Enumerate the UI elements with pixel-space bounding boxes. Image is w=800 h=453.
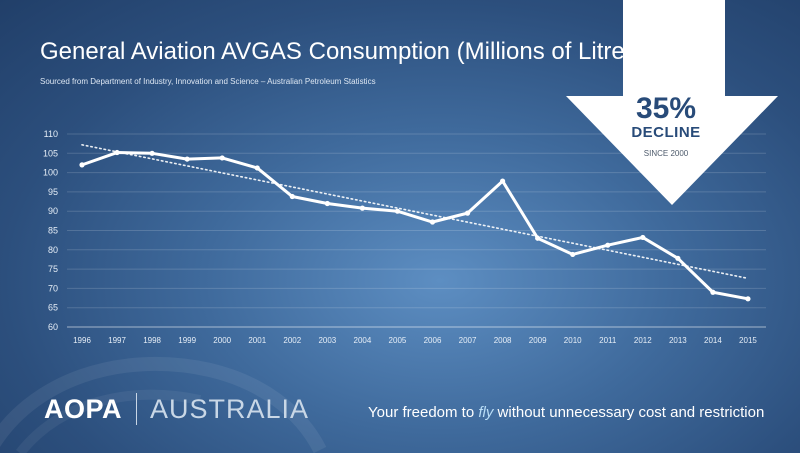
x-tick-label: 2015 bbox=[739, 336, 757, 345]
data-point-2012 bbox=[640, 234, 646, 241]
aopa-watermark-emblem bbox=[0, 357, 327, 453]
x-tick-label: 2007 bbox=[459, 336, 477, 345]
x-tick-label: 2012 bbox=[634, 336, 652, 345]
down-arrow-icon bbox=[566, 0, 778, 205]
y-tick-label: 95 bbox=[48, 187, 58, 197]
y-tick-label: 110 bbox=[44, 129, 58, 139]
data-point-2002 bbox=[289, 193, 295, 200]
data-point-2003 bbox=[324, 200, 330, 207]
data-point-1998 bbox=[149, 150, 155, 156]
y-tick-label: 85 bbox=[48, 226, 58, 236]
data-point-2010 bbox=[570, 251, 576, 258]
data-point-2008 bbox=[500, 178, 506, 184]
x-tick-label: 1998 bbox=[143, 336, 161, 345]
x-tick-label: 2006 bbox=[424, 336, 442, 345]
data-point-2014 bbox=[710, 289, 716, 295]
y-tick-label: 60 bbox=[48, 322, 58, 332]
data-point-2000 bbox=[219, 155, 225, 161]
x-tick-label: 2002 bbox=[283, 336, 301, 345]
x-tick-label: 2008 bbox=[494, 336, 512, 345]
x-tick-label: 1996 bbox=[73, 336, 91, 345]
x-tick-label: 2003 bbox=[318, 336, 336, 345]
decline-callout: 35% DECLINE SINCE 2000 bbox=[566, 0, 778, 205]
y-tick-label: 100 bbox=[43, 168, 58, 178]
logo-australia-text: AUSTRALIA bbox=[150, 393, 310, 424]
x-tick-label: 2010 bbox=[564, 336, 582, 345]
chart-subtitle: Sourced from Department of Industry, Inn… bbox=[40, 77, 376, 86]
data-point-2004 bbox=[359, 205, 365, 211]
data-point-1997 bbox=[114, 149, 120, 156]
data-point-2011 bbox=[605, 242, 611, 248]
data-point-2007 bbox=[464, 210, 471, 216]
chart-title: General Aviation AVGAS Consumption (Mill… bbox=[40, 38, 645, 65]
logo-aopa-text: AOPA bbox=[44, 393, 123, 424]
decline-label: DECLINE bbox=[631, 124, 701, 141]
tagline: Your freedom to fly without unnecessary … bbox=[368, 404, 764, 421]
data-point-2006 bbox=[429, 219, 436, 225]
y-tick-label: 105 bbox=[43, 148, 58, 158]
x-tick-label: 2011 bbox=[599, 336, 617, 345]
data-point-2005 bbox=[394, 208, 401, 214]
x-tick-label: 1999 bbox=[178, 336, 196, 345]
decline-percent: 35% bbox=[635, 92, 697, 125]
y-tick-label: 70 bbox=[48, 283, 58, 293]
tagline-end: without unnecessary cost and restriction bbox=[493, 404, 765, 421]
x-tick-label: 1997 bbox=[108, 336, 126, 345]
x-tick-label: 2009 bbox=[529, 336, 547, 345]
y-tick-label: 80 bbox=[48, 245, 58, 255]
data-point-2013 bbox=[675, 255, 681, 261]
decline-since: SINCE 2000 bbox=[643, 149, 689, 158]
x-tick-label: 2004 bbox=[354, 336, 372, 345]
data-point-2009 bbox=[535, 235, 541, 241]
y-tick-label: 75 bbox=[48, 264, 58, 274]
data-point-1996 bbox=[79, 162, 85, 168]
x-tick-label: 2013 bbox=[669, 336, 687, 345]
series-line bbox=[80, 151, 750, 301]
x-tick-label: 2001 bbox=[248, 336, 266, 345]
tagline-emphasis: fly bbox=[478, 404, 494, 421]
data-point-2015 bbox=[745, 296, 751, 302]
x-tick-label: 2000 bbox=[213, 336, 231, 345]
data-point-2001 bbox=[254, 165, 260, 171]
data-point-1999 bbox=[184, 156, 190, 162]
tagline-start: Your freedom to bbox=[368, 404, 479, 421]
logo-divider bbox=[136, 393, 138, 425]
y-tick-label: 65 bbox=[48, 303, 58, 313]
x-tick-label: 2005 bbox=[389, 336, 407, 345]
x-tick-label: 2014 bbox=[704, 336, 722, 345]
aopa-logo: AOPA AUSTRALIA bbox=[44, 392, 309, 426]
y-tick-label: 90 bbox=[48, 206, 58, 216]
trendline bbox=[81, 144, 749, 280]
